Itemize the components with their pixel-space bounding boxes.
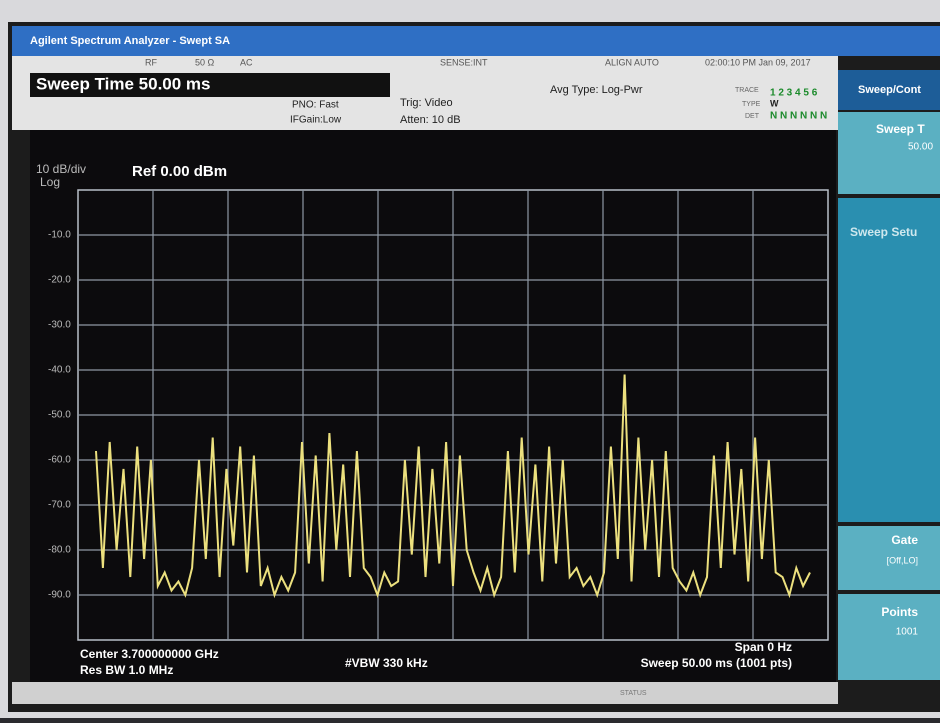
sweep: Sweep 50.00 ms (1001 pts): [641, 656, 792, 670]
status-time: 02:00:10 PM Jan 09, 2017: [705, 57, 811, 67]
det-value: N N N N N N: [770, 111, 827, 122]
y-tick-label: -30.0: [48, 320, 71, 331]
status-bar: [12, 682, 838, 704]
vbw: #VBW 330 kHz: [345, 656, 428, 670]
y-tick-label: -40.0: [48, 365, 71, 376]
if-gain: IFGain:Low: [290, 115, 342, 126]
y-tick-label: -50.0: [48, 410, 71, 421]
trace-numbers: 1 2 3 4 5 6: [770, 88, 818, 99]
softkey-value: [Off,LO]: [887, 555, 918, 565]
softkey-label: Points: [881, 605, 918, 619]
softkey-value: 1001: [896, 627, 919, 638]
app-title: Agilent Spectrum Analyzer - Swept SA: [30, 35, 230, 47]
softkey-label: Sweep T: [876, 122, 925, 136]
softkey-value: 50.00: [908, 142, 933, 153]
title-bar: [12, 26, 940, 56]
y-tick-label: -70.0: [48, 500, 71, 511]
graph-area: [30, 130, 836, 682]
scale-type: Log: [40, 175, 60, 189]
softkey[interactable]: [838, 112, 940, 194]
span: Span 0 Hz: [735, 640, 792, 654]
y-tick-label: -80.0: [48, 545, 71, 556]
status-sense: SENSE:INT: [440, 57, 488, 67]
avg-type: Avg Type: Log-Pwr: [550, 84, 643, 96]
softkey[interactable]: [838, 198, 940, 522]
center-frequency: Center 3.700000000 GHz: [80, 647, 219, 661]
reference-level: Ref 0.00 dBm: [132, 163, 227, 180]
softkey-label: Gate: [891, 533, 918, 547]
status-text: STATUS: [620, 690, 647, 697]
type-label: TYPE: [742, 101, 761, 108]
trace-label: TRACE: [735, 87, 759, 94]
y-tick-label: -10.0: [48, 230, 71, 241]
y-tick-label: -60.0: [48, 455, 71, 466]
status-rf: RF: [145, 57, 157, 67]
type-value: W: [770, 98, 779, 108]
det-label: DET: [745, 113, 760, 120]
softkey[interactable]: [838, 526, 940, 590]
y-tick-label: -20.0: [48, 275, 71, 286]
res-bw: Res BW 1.0 MHz: [80, 663, 173, 677]
sweep-time: Sweep Time 50.00 ms: [36, 74, 211, 93]
y-tick-label: -90.0: [48, 590, 71, 601]
status-impedance: 50 Ω: [195, 57, 215, 67]
scale: 10 dB/div: [36, 162, 86, 176]
pno: PNO: Fast: [292, 100, 339, 111]
menu-title: Sweep/Cont: [858, 84, 921, 96]
status-coupling: AC: [240, 57, 253, 67]
attenuation: Atten: 10 dB: [400, 114, 461, 126]
sweep-time-box: [30, 73, 390, 97]
trigger: Trig: Video: [400, 97, 453, 109]
trace: [95, 374, 811, 599]
softkey-label: Sweep Setu: [850, 225, 917, 239]
menu-header: [838, 70, 940, 110]
status-align: ALIGN AUTO: [605, 57, 659, 67]
softkey[interactable]: [838, 594, 940, 680]
